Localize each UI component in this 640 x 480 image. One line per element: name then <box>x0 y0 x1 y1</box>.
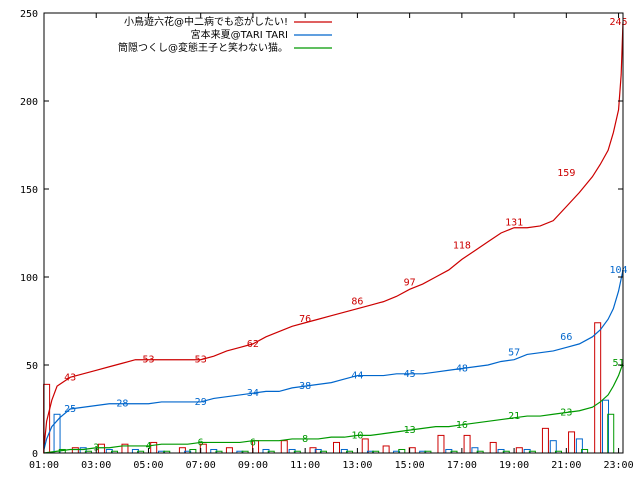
data-label: 16 <box>456 420 468 431</box>
x-tick-label: 19:00 <box>499 460 529 471</box>
data-label: 48 <box>456 364 468 375</box>
hourly-bar <box>541 427 549 454</box>
x-tick-label: 03:00 <box>81 460 111 471</box>
data-label: 104 <box>610 265 628 276</box>
hourly-bar <box>71 447 79 454</box>
hourly-bar <box>97 443 105 454</box>
y-axis: 0 50 100 150 200 250 <box>20 9 623 460</box>
x-tick-label: 13:00 <box>342 460 372 471</box>
series-line-3 <box>43 363 624 454</box>
x-tick-label: 09:00 <box>238 460 268 471</box>
legend: 小鳥遊六花@中二病でも恋がしたい!宮本来夏@TARI TARI筒隠つくし@変態王… <box>118 15 332 54</box>
y-tick-label: 150 <box>20 185 38 196</box>
data-label: 62 <box>247 339 259 350</box>
x-tick-label: 05:00 <box>133 460 163 471</box>
cumulative-lines-layer <box>43 21 624 454</box>
y-tick-label: 250 <box>20 9 38 20</box>
data-label: 245 <box>610 17 628 28</box>
x-tick-label: 15:00 <box>395 460 425 471</box>
y-tick-label: 100 <box>20 273 38 284</box>
legend-label: 筒隠つくし@変態王子と笑わない猫。 <box>118 41 288 54</box>
data-label: 131 <box>505 217 523 228</box>
hourly-bar <box>150 441 158 454</box>
data-label: 28 <box>116 399 128 410</box>
data-label: 4 <box>145 441 151 452</box>
hourly-bar <box>408 447 416 454</box>
legend-label: 宮本来夏@TARI TARI <box>191 28 288 41</box>
hourly-bars-layer <box>43 322 615 454</box>
hourly-bar <box>225 447 233 454</box>
data-label: 25 <box>64 404 76 415</box>
hourly-bar <box>280 440 288 454</box>
data-label: 21 <box>508 411 520 422</box>
data-label: 97 <box>404 277 416 288</box>
data-label: 43 <box>64 372 76 383</box>
x-tick-label: 11:00 <box>290 460 320 471</box>
data-label: 13 <box>404 425 416 436</box>
data-label: 10 <box>351 430 363 441</box>
data-label: 29 <box>195 397 207 408</box>
data-label: 51 <box>613 358 625 369</box>
y-tick-label: 50 <box>26 361 38 372</box>
data-label: 159 <box>557 168 575 179</box>
x-tick-label: 07:00 <box>186 460 216 471</box>
hourly-bar <box>463 434 471 454</box>
data-label: 38 <box>299 381 311 392</box>
data-label: 44 <box>351 371 363 382</box>
data-label: 23 <box>560 408 572 419</box>
plot-frame <box>43 12 624 454</box>
series-line-2 <box>43 269 624 450</box>
data-label: 8 <box>302 434 308 445</box>
data-label: 53 <box>142 355 154 366</box>
x-axis: 01:00 03:00 05:00 07:00 09:00 11:00 13:00 15:00… <box>29 13 634 471</box>
hourly-bar <box>333 441 341 454</box>
data-label: 86 <box>351 297 363 308</box>
hourly-bar <box>515 447 523 454</box>
x-tick-label: 01:00 <box>29 460 59 471</box>
hourly-bar <box>382 445 390 454</box>
data-label: 53 <box>195 355 207 366</box>
legend-label: 小鳥遊六花@中二病でも恋がしたい! <box>124 15 288 28</box>
x-tick-label: 21:00 <box>551 460 581 471</box>
data-label: 118 <box>453 240 471 251</box>
hourly-bar <box>437 434 445 454</box>
x-tick-label: 17:00 <box>447 460 477 471</box>
hourly-bar <box>568 431 576 454</box>
y-tick-label: 0 <box>32 449 38 460</box>
y-tick-label: 200 <box>20 97 38 108</box>
data-label: 6 <box>198 437 204 448</box>
series-line-1 <box>43 21 624 448</box>
data-label: 76 <box>299 314 311 325</box>
hourly-bar <box>489 441 497 454</box>
data-label: 34 <box>247 388 259 399</box>
x-tick-label: 23:00 <box>604 460 634 471</box>
data-label: 45 <box>404 369 416 380</box>
data-label: 6 <box>250 437 256 448</box>
data-label: 66 <box>560 332 572 343</box>
data-label: 57 <box>508 348 520 359</box>
hourly-bar <box>594 322 602 454</box>
